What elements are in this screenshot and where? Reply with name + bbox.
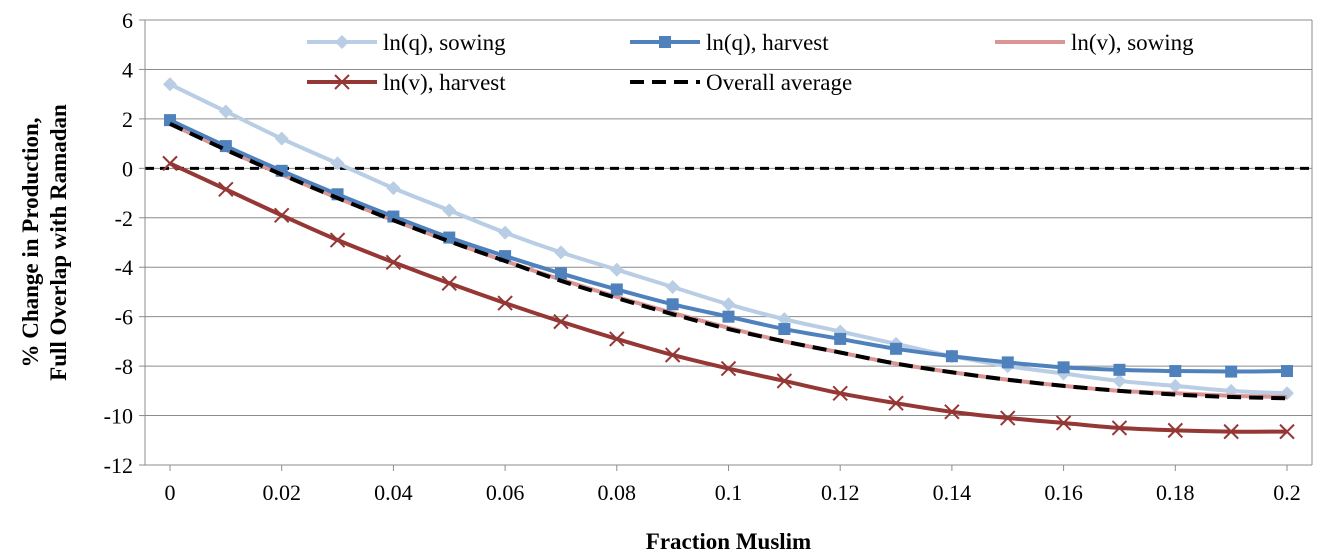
data-point	[498, 225, 513, 240]
legend: ln(q), sowing ln(q), harvest ln(v), sowing…	[307, 30, 1194, 95]
data-point	[554, 267, 567, 280]
data-point	[1113, 363, 1126, 376]
data-point	[553, 313, 569, 330]
data-point	[888, 395, 904, 411]
data-point	[273, 207, 290, 224]
y-tick-label: -2	[115, 206, 133, 231]
data-point	[386, 181, 401, 196]
data-point	[1167, 422, 1184, 439]
data-point	[1225, 365, 1238, 378]
y-tick-label: 0	[122, 156, 133, 181]
data-point	[1055, 415, 1072, 431]
y-tick-label: -6	[115, 305, 133, 330]
data-point	[219, 140, 232, 153]
y-tick-label: -10	[104, 404, 133, 429]
data-point	[330, 156, 345, 171]
data-point	[385, 254, 402, 270]
data-point	[163, 77, 177, 92]
data-point	[553, 245, 568, 260]
legend-label: ln(v), harvest	[383, 70, 506, 95]
y-axis-title: % Change in Production, Full Overlap wit…	[18, 104, 71, 381]
y-tick-label: 2	[122, 107, 133, 132]
data-point	[720, 360, 737, 377]
legend-item: ln(q), sowing	[307, 30, 506, 55]
data-point	[335, 35, 349, 49]
y-tick-label: -8	[115, 354, 133, 379]
axes: 6 4 2 0 -2 -4 -6 -8 -10 -12 0 0.02 0.04 0.06 0.08 0.1 0.…	[104, 8, 1313, 505]
data-point	[1223, 423, 1239, 440]
legend-item: Overall average	[630, 70, 852, 95]
data-point	[1112, 373, 1127, 388]
legend-item: ln(v), sowing	[995, 30, 1194, 55]
x-tick-label: 0.1	[715, 480, 743, 505]
series-4	[169, 122, 1288, 401]
data-point	[329, 232, 346, 248]
legend-label: ln(v), sowing	[1071, 30, 1194, 55]
data-point	[334, 74, 350, 90]
data-point	[776, 373, 793, 389]
data-point	[610, 283, 623, 296]
data-point	[1279, 423, 1295, 440]
data-point	[666, 298, 679, 311]
data-point	[832, 385, 848, 402]
data-point	[218, 181, 234, 198]
data-point	[1111, 420, 1128, 436]
x-axis-title: Fraction Muslim	[646, 529, 811, 554]
x-tick-label: 0.16	[1044, 480, 1083, 505]
x-tick-label: 0.02	[262, 480, 301, 505]
data-point	[442, 203, 457, 218]
y-tick-label: 4	[122, 57, 133, 82]
x-tick-label: 0.08	[598, 480, 637, 505]
data-point	[1281, 365, 1293, 378]
data-point	[665, 280, 680, 294]
data-point	[722, 310, 735, 323]
legend-label: ln(q), harvest	[706, 30, 829, 55]
legend-item: ln(q), harvest	[630, 30, 829, 55]
legend-label: ln(q), sowing	[383, 30, 506, 55]
data-point	[777, 312, 792, 327]
y-tick-label: -4	[115, 255, 133, 280]
data-point	[609, 262, 624, 277]
data-point	[1057, 361, 1070, 374]
legend-item: ln(v), harvest	[307, 70, 506, 95]
data-point	[1000, 410, 1016, 426]
data-point	[441, 275, 457, 291]
data-point	[274, 131, 289, 146]
y-axis-title-line-1: % Change in Production,	[18, 117, 43, 367]
data-point	[944, 404, 960, 420]
y-axis-title-line-2: Full Overlap with Ramadan	[46, 104, 71, 381]
data-point	[664, 347, 681, 363]
x-tick-label: 0.06	[486, 480, 525, 505]
x-tick-label: 0.2	[1273, 480, 1301, 505]
data-point	[609, 331, 625, 347]
data-point	[890, 342, 903, 355]
data-point	[721, 297, 736, 312]
data-point	[659, 36, 671, 48]
data-point	[778, 323, 791, 336]
series-3	[162, 155, 1295, 440]
x-tick-label: 0.14	[933, 480, 972, 505]
data-point	[1169, 365, 1182, 378]
legend-label: Overall average	[706, 70, 852, 95]
data-point	[162, 155, 178, 172]
y-tick-label: 6	[122, 8, 133, 33]
data-point	[1001, 356, 1014, 369]
data-point	[218, 104, 233, 119]
series-1	[164, 114, 1293, 378]
data-point	[834, 332, 847, 345]
data-point	[945, 350, 958, 363]
x-tick-label: 0.18	[1156, 480, 1195, 505]
x-tick-label: 0	[165, 480, 176, 505]
data-point	[1168, 378, 1183, 393]
y-tick-label: -12	[104, 453, 133, 478]
x-tick-label: 0.12	[821, 480, 860, 505]
x-tick-label: 0.04	[374, 480, 413, 505]
data-point	[497, 295, 513, 311]
series-layer	[162, 77, 1295, 440]
series-line	[169, 122, 1288, 401]
